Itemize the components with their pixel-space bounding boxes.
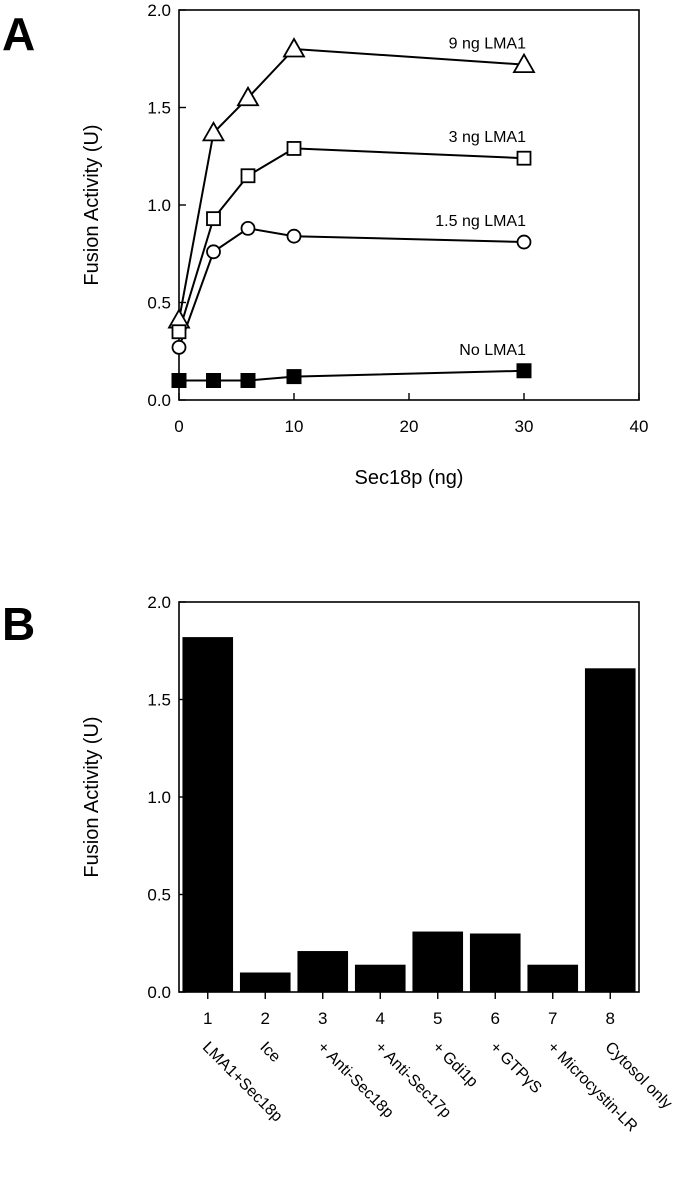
panel-a-axes-frame (178, 9, 640, 401)
bar (584, 668, 636, 992)
open-square-marker (286, 141, 302, 156)
panel-b-y-tick-label: 2.0 (147, 593, 171, 612)
category-label: + Gdi1p (429, 1039, 481, 1091)
series-line (179, 369, 525, 382)
panel-a-x-tick-label: 30 (515, 417, 534, 436)
bar-number-label: 4 (376, 1009, 385, 1028)
filled-square-marker (516, 363, 532, 379)
panel-a-y-tick-label: 1.0 (147, 196, 171, 215)
series-line (178, 47, 525, 321)
bar-number-label: 5 (433, 1009, 442, 1028)
circle-marker (206, 244, 221, 260)
bar-number-label: 1 (203, 1009, 212, 1028)
open-square-marker (206, 211, 221, 227)
bar-number-label: 2 (261, 1009, 270, 1028)
triangle-marker (201, 121, 226, 142)
panel-a-x-ticks: 0 10 20 30 40 (174, 393, 648, 436)
panel-a-y-tick-label: 0.5 (147, 294, 171, 313)
panel-b-y-tick-label: 0.5 (147, 886, 171, 905)
panel-b-y-tick-label: 0.0 (147, 983, 171, 1002)
panel-b-y-tick-label: 1.0 (147, 788, 171, 807)
bar (354, 964, 406, 992)
filled-square-marker (171, 373, 187, 388)
series-label: 1.5 ng LMA1 (435, 213, 526, 230)
triangle-marker (236, 85, 260, 107)
circle-marker (171, 339, 187, 355)
panel-a-letter: A (2, 8, 35, 60)
bar-number-label: 3 (318, 1009, 327, 1028)
category-label: Ice (256, 1039, 283, 1066)
bar (527, 964, 579, 992)
bar (182, 637, 234, 992)
category-label: + GTPγS (486, 1039, 544, 1097)
bar-number-label: 7 (548, 1009, 557, 1028)
series-label: 3 ng LMA1 (449, 129, 526, 146)
panel-a-series (167, 37, 536, 388)
filled-square-marker (286, 369, 302, 385)
panel-a-x-tick-label: 10 (285, 417, 304, 436)
circle-marker (240, 220, 256, 236)
series-label: No LMA1 (459, 342, 526, 359)
panel-b-axes-frame (178, 601, 640, 993)
panel-b-letter: B (2, 598, 35, 650)
panel-a-x-tick-label: 20 (400, 417, 419, 436)
triangle-marker (512, 52, 536, 73)
circle-marker (516, 234, 532, 250)
series-line (178, 227, 525, 348)
bar (412, 931, 464, 992)
filled-square-marker (240, 373, 256, 388)
panel-a-y-tick-label: 1.5 (147, 99, 171, 118)
panel-b-bar-numbers: 1 2 3 4 5 6 7 8 (203, 1009, 615, 1028)
bar (297, 951, 349, 992)
open-square-marker (171, 324, 187, 340)
open-square-marker (516, 150, 532, 166)
filled-square-marker (206, 373, 221, 388)
series-label: 9 ng LMA1 (449, 36, 526, 53)
panel-a-y-tick-label: 0.0 (147, 391, 171, 410)
panel-b-y-tick-label: 1.5 (147, 691, 171, 710)
open-square-marker (240, 168, 256, 184)
panel-a-y-tick-label: 2.0 (147, 1, 171, 20)
bar (469, 933, 521, 992)
circle-marker (286, 228, 302, 244)
panel-a-x-tick-label: 0 (174, 417, 183, 436)
panel-a-y-ticks: 0.0 0.5 1.0 1.5 2.0 (147, 1, 186, 410)
panel-b-y-ticks: 0.0 0.5 1.0 1.5 2.0 (147, 593, 186, 1002)
panel-b-bars (182, 637, 636, 999)
panel-a-y-axis-title: Fusion Activity (U) (81, 124, 103, 285)
bar-number-label: 8 (606, 1009, 615, 1028)
panel-a-x-axis-title: Sec18p (ng) (355, 467, 464, 489)
panel-a-series-labels: 9 ng LMA1 3 ng LMA1 1.5 ng LMA1 No LMA1 (435, 36, 526, 359)
triangle-marker (282, 37, 306, 58)
panel-a-x-tick-label: 40 (630, 417, 649, 436)
bar (239, 972, 291, 992)
panel-b-y-axis-title: Fusion Activity (U) (81, 716, 103, 877)
bar-number-label: 6 (491, 1009, 500, 1028)
